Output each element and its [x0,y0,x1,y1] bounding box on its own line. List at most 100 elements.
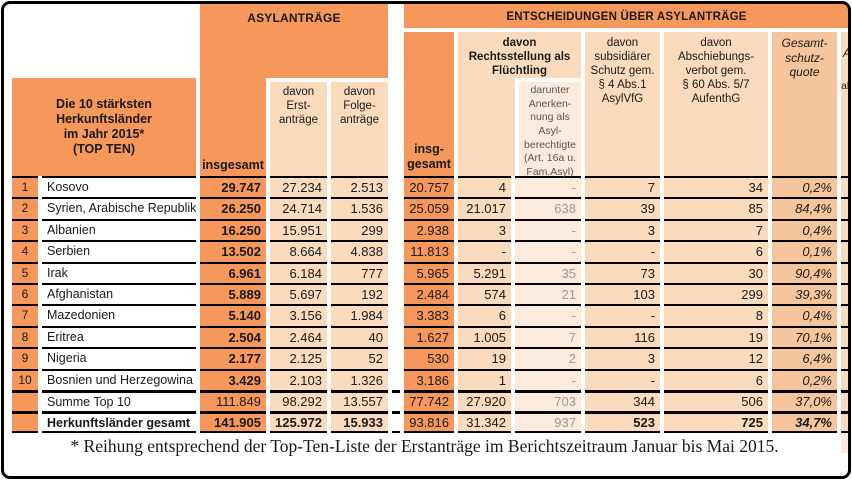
value-cell: 90,4% [772,261,837,283]
value-cell: 299 [331,218,388,241]
value-cell: 11.813 [404,240,454,262]
value-cell: 6.961 [200,261,266,283]
clipped-cell [841,325,849,348]
value-cell: 6.184 [270,261,327,283]
value-cell: 84,4% [772,197,837,219]
clipped-cell [841,261,849,283]
value-cell: 937 [515,411,581,433]
value-cell: - [515,218,581,241]
value-cell: 6 [458,304,511,326]
value-cell: 15.933 [331,411,388,433]
darunter-asylberechtigte-header: darunter Anerken- nung als Asyl- berecht… [515,78,581,178]
column-gap [392,197,400,218]
value-cell: 6 [664,368,768,390]
clipped-text-fragment: ab [841,80,849,92]
value-cell: 116 [585,325,660,348]
value-cell: 2.125 [270,347,327,369]
column-gap [392,389,400,411]
value-cell: 3.186 [404,368,454,390]
country-cell: Kosovo [42,176,196,198]
value-cell: 34,7% [772,411,837,433]
value-cell: 26.250 [200,197,266,219]
value-cell: 2.177 [200,347,266,369]
value-cell: 39 [585,197,660,219]
value-cell: 0,1% [772,240,837,262]
value-cell: 27.920 [458,389,511,412]
column-gap [392,411,400,433]
value-cell: 125.972 [270,411,327,433]
value-cell: 85 [664,197,768,219]
rank-cell: 8 [12,325,38,348]
clipped-right-column-tail [841,432,849,453]
value-cell: 2.464 [270,325,327,348]
rank-cell: 7 [12,304,38,326]
value-cell: 2.484 [404,282,454,305]
value-cell: 523 [585,411,660,433]
value-cell: 0,4% [772,218,837,241]
value-cell: 52 [331,347,388,369]
column-gap [392,304,400,325]
value-cell: 19 [664,325,768,348]
clipped-cell [841,176,849,198]
value-cell: - [458,240,511,262]
value-cell: 7 [664,218,768,241]
asylantraege-group-header: ASYLANTRÄGE [200,4,388,78]
subsidiaerer-schutz-header: davon subsidiärer Schutz gem. § 4 Abs.1 … [585,32,660,176]
value-cell: 5.291 [458,261,511,283]
value-cell: 3.429 [200,368,266,390]
value-cell: 13.557 [331,389,388,412]
entscheidungen-insgesamt-header: insg- gesamt [404,32,454,176]
value-cell: 21 [515,282,581,305]
value-cell: 103 [585,282,660,305]
column-gap [392,176,400,197]
value-cell: 21.017 [458,197,511,219]
value-cell: 3 [585,218,660,241]
value-cell: 1.984 [331,304,388,326]
value-cell: 2.504 [200,325,266,348]
column-gap [392,262,400,283]
value-cell: 5.965 [404,261,454,283]
footnote: * Reihung entsprechend der Top-Ten-Liste… [70,435,779,456]
country-cell: Summe Top 10 [42,389,196,412]
value-cell: 1.536 [331,197,388,219]
value-cell: 703 [515,389,581,412]
rank-cell: 5 [12,261,38,283]
value-cell: - [515,304,581,326]
value-cell: 16.250 [200,218,266,241]
value-cell: 3 [585,347,660,369]
country-cell: Afghanistan [42,282,196,305]
value-cell: 3 [458,218,511,241]
clipped-cell [841,218,849,241]
folgeantraege-header: davon Folge- anträge [331,82,388,176]
value-cell: 192 [331,282,388,305]
value-cell: 31.342 [458,411,511,433]
value-cell: 0,4% [772,304,837,326]
abschiebungsverbot-header: davon Abschiebungs- verbot gem. § 60 Abs… [664,32,768,176]
value-cell: 725 [664,411,768,433]
country-cell: Eritrea [42,325,196,348]
value-cell: 2.513 [331,176,388,198]
country-column-header: Die 10 stärksten Herkunftsländer im Jahr… [12,78,196,176]
country-cell: Bosnien und Herzegowina [42,368,196,390]
value-cell: 344 [585,389,660,412]
rank-cell: 1 [12,176,38,198]
value-cell: 530 [404,347,454,369]
value-cell: - [515,240,581,262]
asylum-statistics-table: Die 10 stärksten Herkunftsländer im Jahr… [12,4,849,467]
value-cell: 5.697 [270,282,327,305]
column-gap [392,326,400,347]
value-cell: 5.140 [200,304,266,326]
value-cell: 638 [515,197,581,219]
value-cell: 1.627 [404,325,454,348]
clipped-cell [841,411,849,433]
column-gap [392,369,400,390]
value-cell: 1.326 [331,368,388,390]
value-cell: - [585,240,660,262]
value-cell: - [515,368,581,390]
value-cell: 13.502 [200,240,266,262]
value-cell: 5.889 [200,282,266,305]
rank-cell: 10 [12,368,38,390]
clipped-cell [841,347,849,369]
value-cell: 4.838 [331,240,388,262]
rank-cell: 3 [12,218,38,241]
